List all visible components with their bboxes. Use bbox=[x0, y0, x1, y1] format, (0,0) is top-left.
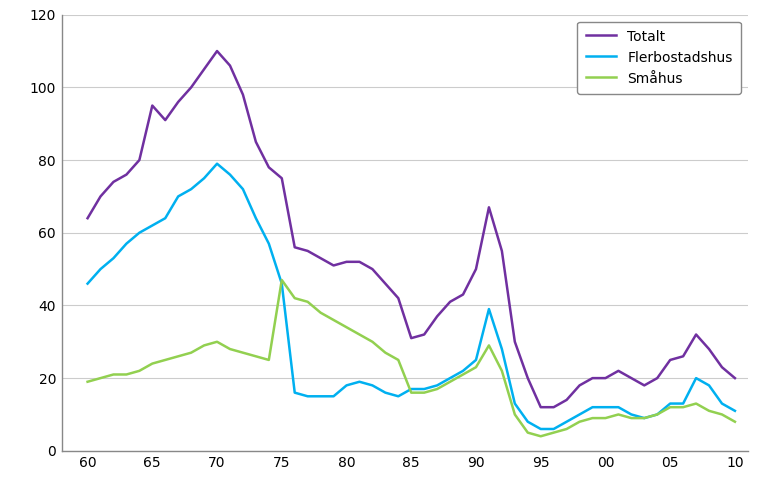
Småhus bbox=[717, 412, 726, 417]
Flerbostadshus bbox=[290, 390, 299, 395]
Flerbostadshus bbox=[730, 408, 739, 414]
Småhus bbox=[536, 433, 545, 439]
Flerbostadshus bbox=[303, 393, 312, 399]
Småhus bbox=[225, 346, 234, 352]
Legend: Totalt, Flerbostadshus, Småhus: Totalt, Flerbostadshus, Småhus bbox=[577, 22, 741, 94]
Flerbostadshus bbox=[717, 401, 726, 407]
Flerbostadshus bbox=[83, 281, 93, 287]
Totalt bbox=[290, 245, 299, 250]
Flerbostadshus bbox=[524, 419, 533, 425]
Småhus bbox=[277, 277, 286, 283]
Totalt bbox=[536, 404, 545, 410]
Totalt bbox=[575, 383, 584, 389]
Totalt bbox=[730, 375, 739, 381]
Totalt bbox=[83, 215, 93, 221]
Totalt bbox=[238, 92, 247, 98]
Småhus bbox=[575, 419, 584, 425]
Line: Småhus: Småhus bbox=[88, 280, 735, 436]
Småhus bbox=[524, 430, 533, 436]
Flerbostadshus bbox=[536, 426, 545, 432]
Totalt bbox=[213, 48, 222, 54]
Flerbostadshus bbox=[213, 161, 222, 167]
Småhus bbox=[83, 379, 93, 385]
Flerbostadshus bbox=[575, 412, 584, 417]
Småhus bbox=[303, 299, 312, 305]
Småhus bbox=[290, 295, 299, 301]
Totalt bbox=[717, 364, 726, 370]
Flerbostadshus bbox=[238, 186, 247, 192]
Småhus bbox=[730, 419, 739, 425]
Line: Flerbostadshus: Flerbostadshus bbox=[88, 164, 735, 429]
Line: Totalt: Totalt bbox=[88, 51, 735, 407]
Totalt bbox=[303, 248, 312, 254]
Totalt bbox=[524, 375, 533, 381]
